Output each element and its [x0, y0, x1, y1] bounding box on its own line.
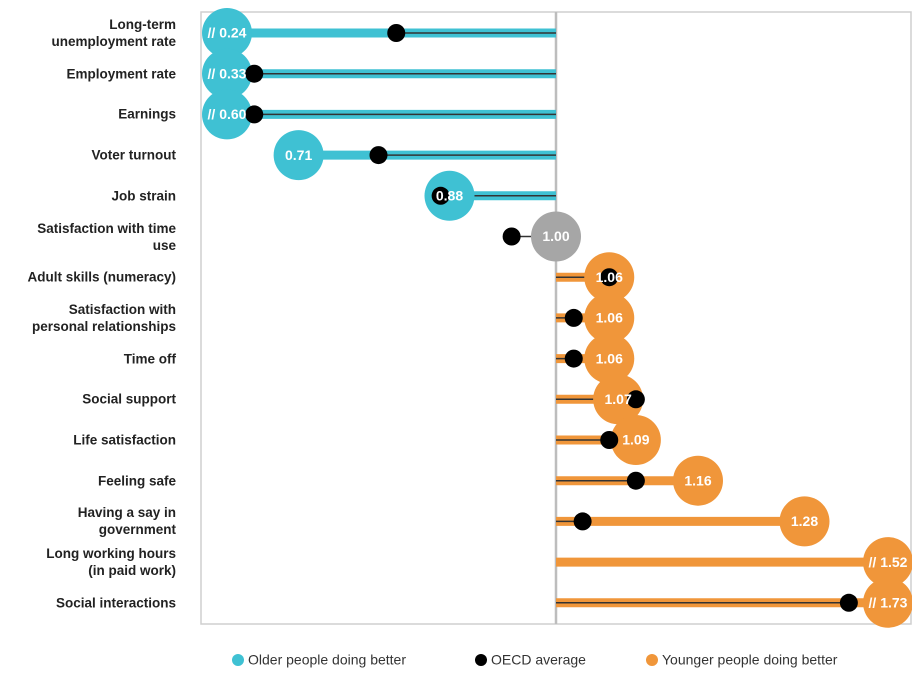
value-dot: [863, 537, 912, 588]
value-label: 1.09: [622, 432, 649, 448]
average-dot: [502, 227, 521, 246]
value-dot: [202, 8, 252, 58]
value-label: 1.06: [596, 310, 623, 326]
value-dot: [779, 496, 830, 547]
category-label: Adult skills (numeracy): [27, 269, 176, 285]
legend-label: Younger people doing better: [662, 652, 838, 668]
value-dot: [531, 211, 581, 262]
value-dot: [584, 333, 635, 384]
average-dot: [564, 308, 583, 327]
average-dot: [387, 24, 406, 42]
value-dot: [863, 577, 912, 628]
average-dot: [573, 512, 592, 531]
category-label: Social support: [82, 391, 176, 407]
category-label: Satisfaction with time use: [37, 220, 176, 253]
category-label: Voter turnout: [91, 147, 177, 163]
average-dot: [600, 431, 619, 449]
value-label: // 0.24: [208, 25, 247, 41]
legend-label: OECD average: [491, 652, 586, 668]
value-dot: [610, 415, 661, 465]
average-dot: [245, 105, 264, 124]
category-label: Feeling safe: [97, 473, 176, 489]
average-dot: [369, 146, 388, 165]
category-label: Time off: [123, 351, 176, 367]
value-label: // 1.73: [869, 595, 908, 611]
value-dot: [202, 48, 252, 99]
average-dot: [564, 349, 583, 368]
value-label: 0.88: [436, 188, 463, 204]
average-dot: [626, 390, 645, 409]
average-dot: [600, 268, 619, 287]
value-label: 0.71: [285, 147, 312, 163]
average-dot: [245, 64, 264, 83]
category-label: Long-term unemployment rate: [51, 17, 176, 49]
value-label: 1.06: [596, 269, 623, 285]
average-dot: [839, 593, 858, 612]
category-label: Satisfaction with personal relationships: [31, 301, 176, 334]
category-label: Life satisfaction: [73, 432, 176, 448]
average-dot: [626, 471, 645, 490]
category-label: Long working hours (in paid work): [46, 546, 176, 579]
legend-swatch: [646, 654, 658, 666]
value-label: 1.06: [596, 350, 623, 366]
category-label: Earnings: [118, 106, 176, 122]
average-dot: [431, 186, 450, 205]
value-dot: [273, 130, 324, 181]
value-dot: [584, 292, 635, 343]
value-label: // 0.60: [208, 106, 247, 122]
value-label: 1.07: [605, 391, 632, 407]
category-label: Social interactions: [55, 595, 176, 611]
legend-swatch: [475, 654, 487, 666]
value-label: 1.28: [791, 513, 818, 529]
value-dot: [202, 89, 252, 140]
value-dot: [593, 374, 644, 425]
value-label: // 0.33: [208, 65, 247, 81]
category-label: Job strain: [111, 188, 176, 204]
legend-label: Older people doing better: [248, 652, 406, 668]
value-dot: [673, 455, 723, 506]
value-label: 1.00: [542, 228, 569, 244]
category-label: Having a say in government: [77, 505, 176, 538]
category-label: Employment rate: [66, 66, 176, 82]
value-label: // 1.52: [869, 554, 908, 570]
value-label: 1.16: [684, 472, 711, 488]
legend-swatch: [232, 654, 244, 666]
